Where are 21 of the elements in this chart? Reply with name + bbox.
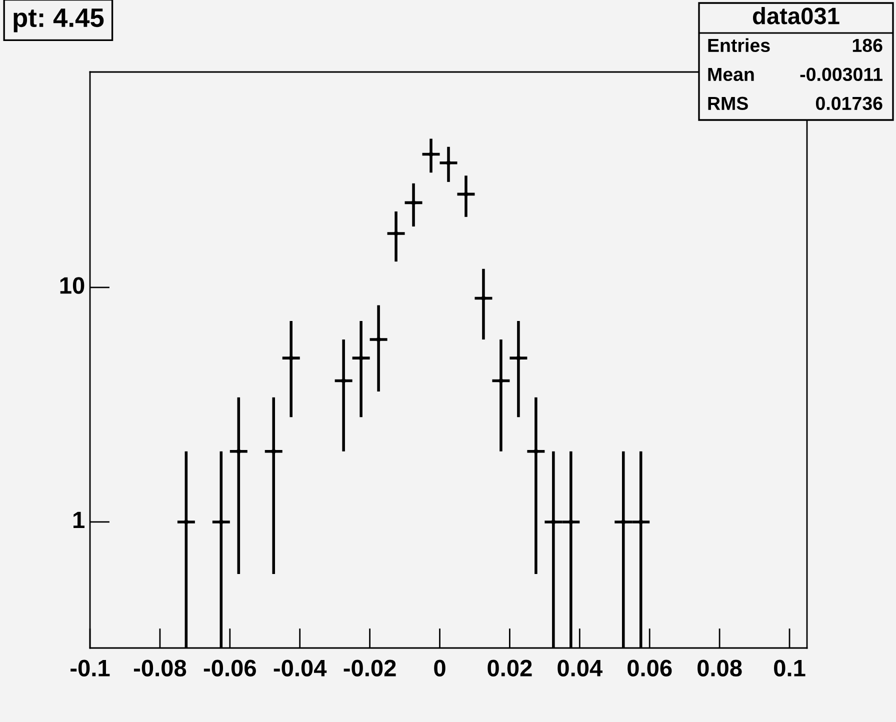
y-tick-label: 10 (60, 277, 84, 294)
x-tick-label: -0.06 (204, 660, 256, 676)
x-tick-label: 0 (434, 660, 446, 676)
annotation: RMS (708, 96, 748, 110)
x-tick-label: 0.04 (558, 660, 603, 676)
x-tick-label: 0.02 (488, 660, 532, 676)
x-tick-label: -0.04 (274, 660, 327, 676)
text: 0.01736 (816, 96, 882, 110)
x-tick-label: 0.08 (698, 660, 742, 676)
x-tick-label: -0.08 (134, 660, 186, 676)
annotation: Mean (708, 68, 754, 82)
x-tick-label: -0.02 (344, 660, 396, 676)
x-tick-label: 0.1 (774, 660, 806, 676)
y-tick-label: 1 (73, 512, 84, 528)
x-tick-label: -0.1 (70, 660, 110, 676)
x-tick-label: 0.06 (628, 660, 672, 676)
text: 186 (852, 38, 882, 52)
text: Entries (708, 38, 770, 52)
annotation: -0.003011 (800, 68, 882, 82)
text: data031 (753, 6, 840, 24)
chart-title: pt: 4.45 (14, 8, 104, 32)
